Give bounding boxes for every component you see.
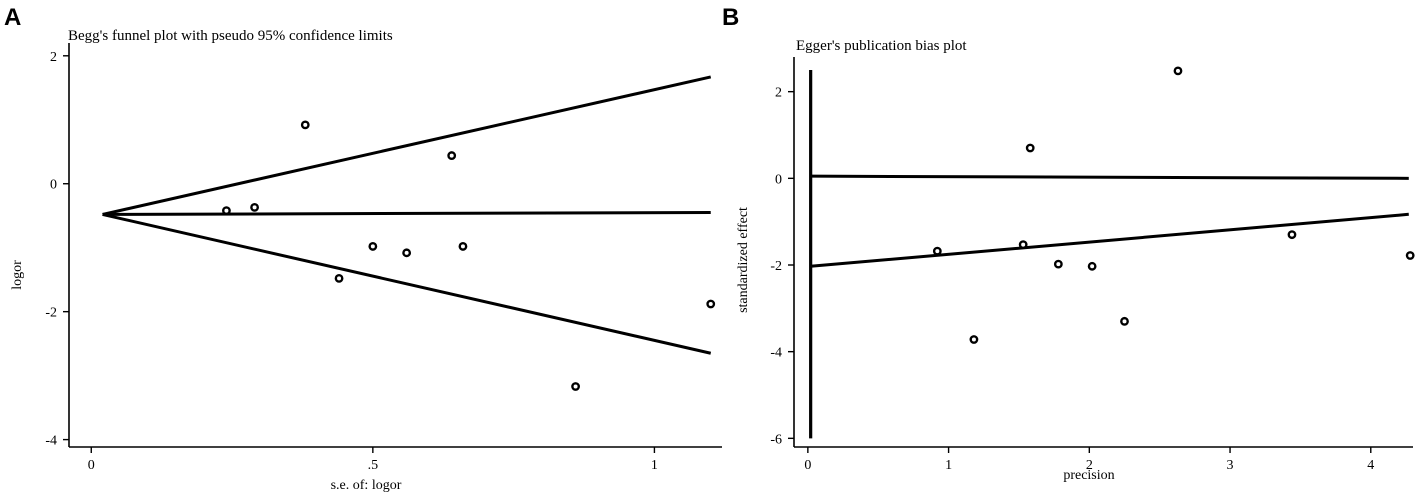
panel-a-upper-line (102, 75, 712, 216)
panel-a-x-tick-label: 0 (88, 458, 95, 473)
panel-b-y-tick-label: -6 (770, 432, 782, 447)
panel-b-letter: B (722, 4, 739, 31)
panel-a-data-point (571, 382, 580, 391)
panel-b-lines (809, 70, 1409, 439)
panel-a-data-point (706, 299, 716, 309)
panel-a-title: Begg's funnel plot with pseudo 95% confi… (68, 28, 393, 44)
panel-b-regression-line (810, 212, 1409, 268)
panel-a-data-point (222, 206, 231, 215)
panel-b-data-point (1053, 259, 1063, 269)
panel-b-y-tick-label: -4 (770, 346, 782, 361)
panel-a-letter: A (4, 4, 21, 31)
panel-a-lines (102, 75, 712, 355)
panel-a-center-line (102, 211, 711, 216)
panel-a-data-point (402, 248, 412, 258)
panel-a-axes: 2 0 -2 -4 0 .5 1 (45, 43, 722, 473)
panel-b-data-point (1173, 66, 1183, 76)
panel-a: A Begg's funnel plot with pseudo 95% con… (4, 4, 722, 493)
panel-b-data-point (1287, 230, 1297, 240)
panel-b-y-axis-label: standardized effect (736, 207, 751, 313)
panel-b-data-point (1405, 251, 1415, 260)
panel-b-y-tick-label: 2 (775, 86, 782, 101)
panel-a-x-tick-label: .5 (368, 458, 379, 473)
panel-b-data-point (1025, 143, 1035, 153)
panel-b-x-tick-label: 1 (945, 458, 952, 473)
panel-a-data-point (447, 151, 457, 160)
panel-b-x-tick-label: 4 (1367, 458, 1374, 473)
panel-a-x-axis-label: s.e. of: logor (331, 478, 402, 493)
panel-b-data-point (1018, 240, 1028, 250)
panel-a-x-tick-label: 1 (651, 458, 658, 473)
panel-b-x-tick-label: 2 (1086, 458, 1093, 473)
panel-b-x-tick-label: 3 (1227, 458, 1234, 473)
panel-a-data-point (334, 274, 344, 283)
panel-b-y-tick-label: 0 (775, 172, 782, 187)
panel-a-data-point (250, 202, 259, 212)
panel-a-lower-line (102, 212, 712, 355)
panel-b-x-tick-label: 0 (804, 458, 811, 473)
panel-b-x-axis-label: precision (1063, 468, 1114, 483)
panel-b-axes: 2 0 -2 -4 -6 0 1 2 3 4 (770, 57, 1413, 473)
panel-b: B Egger's publication bias plot standard… (722, 4, 1415, 483)
panel-b-data-point (969, 335, 979, 344)
panel-a-y-tick-label: 0 (50, 178, 57, 193)
panel-a-y-tick-label: -4 (45, 434, 57, 449)
panel-b-y-tick-label: -2 (770, 259, 782, 274)
panel-b-data-point (1120, 316, 1129, 326)
panel-a-data-point (368, 242, 378, 251)
panel-a-y-axis-label: logor (10, 260, 25, 290)
panel-a-data-point (458, 242, 468, 251)
panel-b-data-point (1087, 261, 1097, 271)
panel-b-horizontal-line (810, 174, 1409, 180)
panel-a-data-point (300, 120, 310, 130)
panel-b-title: Egger's publication bias plot (796, 38, 967, 54)
panel-a-y-tick-label: 2 (50, 50, 57, 65)
panel-a-points (222, 120, 716, 391)
panel-b-data-point (932, 246, 942, 256)
panel-a-y-tick-label: -2 (45, 306, 57, 321)
panel-b-points (932, 66, 1415, 344)
